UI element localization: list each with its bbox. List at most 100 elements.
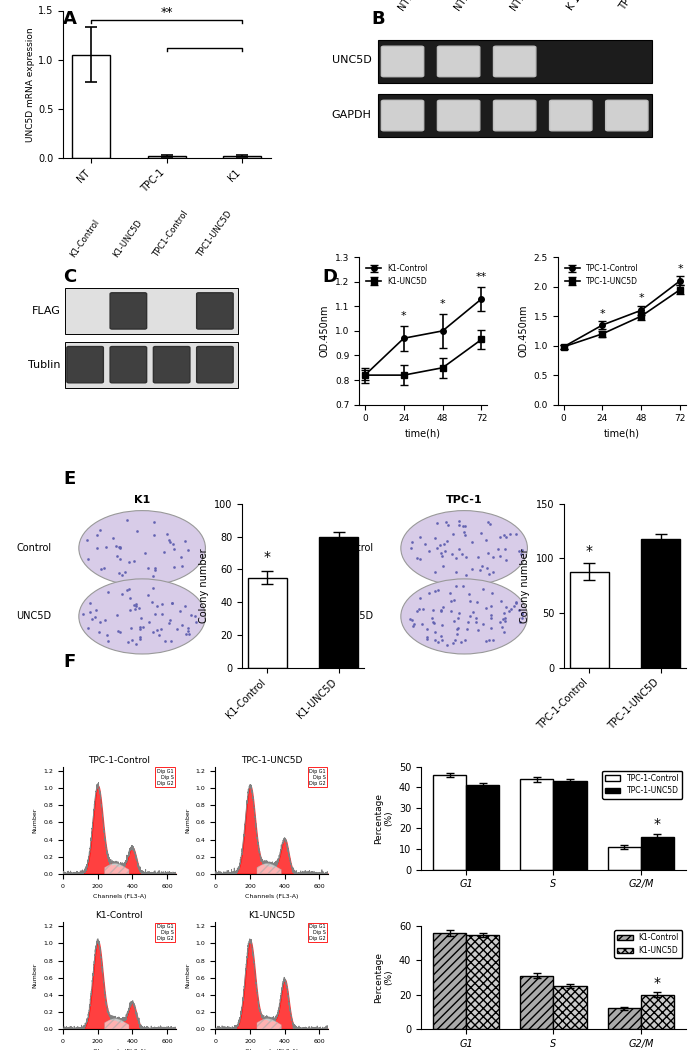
FancyBboxPatch shape: [197, 346, 233, 383]
Text: Dip G1
Dip S
Dip G2: Dip G1 Dip S Dip G2: [157, 769, 174, 785]
Legend: TPC-1-Control, TPC-1-UNC5D: TPC-1-Control, TPC-1-UNC5D: [561, 261, 642, 289]
Text: **: **: [476, 272, 487, 281]
Bar: [319, 537, 358, 668]
Text: A: A: [63, 10, 77, 28]
Bar: [223, 156, 261, 158]
Text: *: *: [654, 817, 661, 832]
Text: F: F: [63, 653, 76, 671]
Bar: [148, 156, 186, 158]
FancyBboxPatch shape: [494, 46, 536, 77]
Bar: [65, 341, 239, 387]
Bar: [640, 994, 674, 1029]
Text: K1-UNC5D: K1-UNC5D: [111, 217, 144, 258]
Text: *: *: [401, 311, 407, 321]
Text: *: *: [586, 544, 593, 559]
Text: *: *: [678, 264, 683, 274]
Bar: [466, 934, 499, 1029]
Bar: [248, 578, 287, 668]
Text: TPC1-UNC5D: TPC1-UNC5D: [195, 209, 234, 258]
Title: TPC-1-Control: TPC-1-Control: [88, 756, 150, 764]
Text: NT3: NT3: [508, 0, 527, 13]
Text: Tublin: Tublin: [28, 360, 61, 370]
Y-axis label: OD.450nm: OD.450nm: [319, 304, 330, 357]
Text: B: B: [371, 10, 384, 28]
Y-axis label: Number: Number: [33, 963, 38, 988]
Legend: K1-Control, K1-UNC5D: K1-Control, K1-UNC5D: [615, 930, 682, 958]
Legend: TPC-1-Control, TPC-1-UNC5D: TPC-1-Control, TPC-1-UNC5D: [602, 771, 682, 799]
Text: *: *: [638, 293, 644, 303]
Bar: [65, 288, 239, 334]
Bar: [641, 539, 680, 668]
Y-axis label: Colony number: Colony number: [521, 548, 531, 623]
FancyBboxPatch shape: [550, 101, 592, 131]
Text: D: D: [322, 268, 337, 286]
Legend: K1-Control, K1-UNC5D: K1-Control, K1-UNC5D: [363, 261, 430, 289]
Y-axis label: UNC5D mRNA expression: UNC5D mRNA expression: [26, 27, 35, 142]
FancyBboxPatch shape: [382, 101, 423, 131]
Text: NT2: NT2: [452, 0, 471, 13]
Ellipse shape: [79, 510, 205, 586]
Text: UNC5D: UNC5D: [16, 611, 51, 622]
Bar: [520, 975, 554, 1029]
Y-axis label: Number: Number: [185, 963, 190, 988]
Bar: [554, 781, 587, 869]
Text: TPC 1: TPC 1: [618, 0, 642, 13]
Ellipse shape: [401, 579, 527, 654]
Text: GAPDH: GAPDH: [332, 110, 372, 121]
Text: Dip G1
Dip S
Dip G2: Dip G1 Dip S Dip G2: [309, 769, 326, 785]
Bar: [640, 837, 674, 869]
Bar: [72, 55, 110, 158]
FancyBboxPatch shape: [153, 346, 190, 383]
Text: UNC5D: UNC5D: [338, 611, 373, 622]
Ellipse shape: [401, 510, 527, 586]
Text: Control: Control: [16, 543, 51, 553]
X-axis label: time(h): time(h): [604, 428, 640, 439]
Text: TPC1-Control: TPC1-Control: [152, 209, 190, 258]
Title: K1-UNC5D: K1-UNC5D: [248, 910, 295, 920]
Text: K1-Control: K1-Control: [69, 217, 101, 258]
FancyBboxPatch shape: [606, 101, 648, 131]
Text: *: *: [654, 976, 661, 990]
X-axis label: Channels (FL3-A): Channels (FL3-A): [245, 895, 298, 899]
Text: NT1: NT1: [396, 0, 415, 13]
Text: K1: K1: [134, 496, 150, 505]
FancyBboxPatch shape: [66, 346, 104, 383]
FancyBboxPatch shape: [438, 101, 480, 131]
Text: Control: Control: [338, 543, 373, 553]
Bar: [570, 571, 609, 668]
Ellipse shape: [79, 579, 205, 654]
Text: *: *: [264, 550, 271, 565]
Y-axis label: OD.450nm: OD.450nm: [518, 304, 528, 357]
Text: Dip G1
Dip S
Dip G2: Dip G1 Dip S Dip G2: [309, 924, 326, 941]
X-axis label: time(h): time(h): [405, 428, 441, 439]
Title: TPC-1-UNC5D: TPC-1-UNC5D: [241, 756, 302, 764]
Text: E: E: [63, 470, 76, 488]
Y-axis label: Percentage
(%): Percentage (%): [374, 793, 393, 844]
Bar: [608, 1008, 640, 1029]
Bar: [520, 779, 554, 869]
FancyBboxPatch shape: [382, 46, 423, 77]
Bar: [608, 847, 640, 869]
X-axis label: Channels (FL3-A): Channels (FL3-A): [92, 895, 146, 899]
Bar: [377, 40, 652, 83]
Title: K1-Control: K1-Control: [96, 910, 144, 920]
FancyBboxPatch shape: [494, 101, 536, 131]
Text: Dip G1
Dip S
Dip G2: Dip G1 Dip S Dip G2: [157, 924, 174, 941]
Bar: [377, 94, 652, 136]
Bar: [466, 785, 499, 869]
Bar: [433, 775, 466, 869]
Text: UNC5D: UNC5D: [332, 55, 372, 65]
Y-axis label: Colony number: Colony number: [199, 548, 209, 623]
Text: FLAG: FLAG: [32, 306, 61, 316]
Bar: [433, 933, 466, 1029]
Y-axis label: Percentage
(%): Percentage (%): [374, 952, 393, 1003]
Bar: [554, 986, 587, 1029]
Text: TPC-1: TPC-1: [446, 496, 482, 505]
Text: *: *: [600, 309, 606, 319]
FancyBboxPatch shape: [197, 293, 233, 329]
FancyBboxPatch shape: [438, 46, 480, 77]
FancyBboxPatch shape: [110, 346, 146, 383]
FancyBboxPatch shape: [110, 293, 146, 329]
Y-axis label: Number: Number: [185, 807, 190, 833]
Text: *: *: [440, 299, 445, 309]
